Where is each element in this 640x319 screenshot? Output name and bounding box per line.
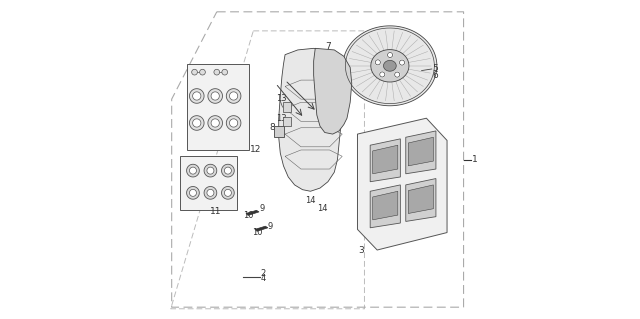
Polygon shape xyxy=(208,116,223,130)
Polygon shape xyxy=(282,102,291,112)
Circle shape xyxy=(380,72,385,77)
Text: 14: 14 xyxy=(317,204,327,213)
Circle shape xyxy=(387,52,392,57)
Polygon shape xyxy=(370,185,401,228)
Circle shape xyxy=(375,60,380,65)
Polygon shape xyxy=(189,116,204,130)
Text: 14: 14 xyxy=(305,196,316,205)
Circle shape xyxy=(214,69,220,75)
Circle shape xyxy=(222,69,228,75)
Polygon shape xyxy=(204,187,217,199)
Polygon shape xyxy=(383,60,396,71)
Polygon shape xyxy=(221,164,234,177)
Polygon shape xyxy=(406,131,436,174)
Polygon shape xyxy=(193,92,201,100)
Text: 2: 2 xyxy=(260,269,266,278)
Polygon shape xyxy=(371,50,409,82)
Polygon shape xyxy=(370,139,401,182)
Polygon shape xyxy=(189,89,204,103)
Text: 5: 5 xyxy=(433,64,438,73)
Text: 6: 6 xyxy=(433,71,438,80)
Polygon shape xyxy=(406,179,436,221)
Polygon shape xyxy=(230,119,237,127)
Text: 10: 10 xyxy=(243,211,253,219)
Text: 13: 13 xyxy=(276,94,287,103)
Polygon shape xyxy=(227,89,241,103)
Polygon shape xyxy=(275,126,284,137)
Polygon shape xyxy=(208,89,223,103)
Circle shape xyxy=(200,69,205,75)
Text: 12: 12 xyxy=(250,145,261,153)
Polygon shape xyxy=(408,137,433,166)
Polygon shape xyxy=(211,119,220,127)
Text: 3: 3 xyxy=(359,246,365,255)
Text: 13: 13 xyxy=(276,114,287,123)
Polygon shape xyxy=(225,167,232,174)
Polygon shape xyxy=(278,48,349,191)
Polygon shape xyxy=(408,185,433,213)
Polygon shape xyxy=(372,191,398,220)
Text: 7: 7 xyxy=(326,42,332,51)
Polygon shape xyxy=(227,116,241,130)
Polygon shape xyxy=(343,26,437,106)
Circle shape xyxy=(399,60,404,65)
Polygon shape xyxy=(246,210,259,215)
Polygon shape xyxy=(211,92,220,100)
Text: 4: 4 xyxy=(260,274,266,283)
Polygon shape xyxy=(207,167,214,174)
Polygon shape xyxy=(225,189,232,196)
Polygon shape xyxy=(314,48,352,134)
Polygon shape xyxy=(358,118,447,250)
Polygon shape xyxy=(282,117,291,126)
Polygon shape xyxy=(204,164,217,177)
Polygon shape xyxy=(230,92,237,100)
Text: 11: 11 xyxy=(211,207,222,216)
Text: 10: 10 xyxy=(252,228,262,237)
Circle shape xyxy=(395,72,400,77)
Polygon shape xyxy=(187,187,199,199)
Polygon shape xyxy=(189,189,196,196)
Circle shape xyxy=(192,69,197,75)
Polygon shape xyxy=(193,119,201,127)
Polygon shape xyxy=(221,187,234,199)
Polygon shape xyxy=(188,64,248,150)
Polygon shape xyxy=(187,164,199,177)
Polygon shape xyxy=(255,226,268,231)
Polygon shape xyxy=(180,156,237,210)
Text: 1: 1 xyxy=(472,155,477,164)
Polygon shape xyxy=(207,189,214,196)
Text: 9: 9 xyxy=(259,204,264,213)
Text: 8: 8 xyxy=(269,123,275,132)
Polygon shape xyxy=(372,145,398,174)
Text: 9: 9 xyxy=(268,222,273,231)
Polygon shape xyxy=(189,167,196,174)
